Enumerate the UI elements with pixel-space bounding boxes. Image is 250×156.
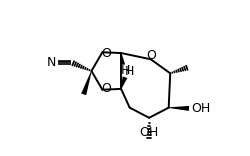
Text: OH: OH bbox=[140, 126, 159, 139]
Text: N: N bbox=[47, 56, 56, 69]
Text: O: O bbox=[101, 46, 111, 60]
Polygon shape bbox=[169, 106, 189, 111]
Text: OH: OH bbox=[191, 102, 210, 115]
Polygon shape bbox=[121, 76, 127, 89]
Text: H: H bbox=[121, 64, 130, 77]
Text: O: O bbox=[146, 49, 156, 62]
Polygon shape bbox=[81, 71, 92, 95]
Text: O: O bbox=[101, 82, 111, 95]
Text: H: H bbox=[125, 65, 134, 78]
Polygon shape bbox=[120, 53, 125, 65]
